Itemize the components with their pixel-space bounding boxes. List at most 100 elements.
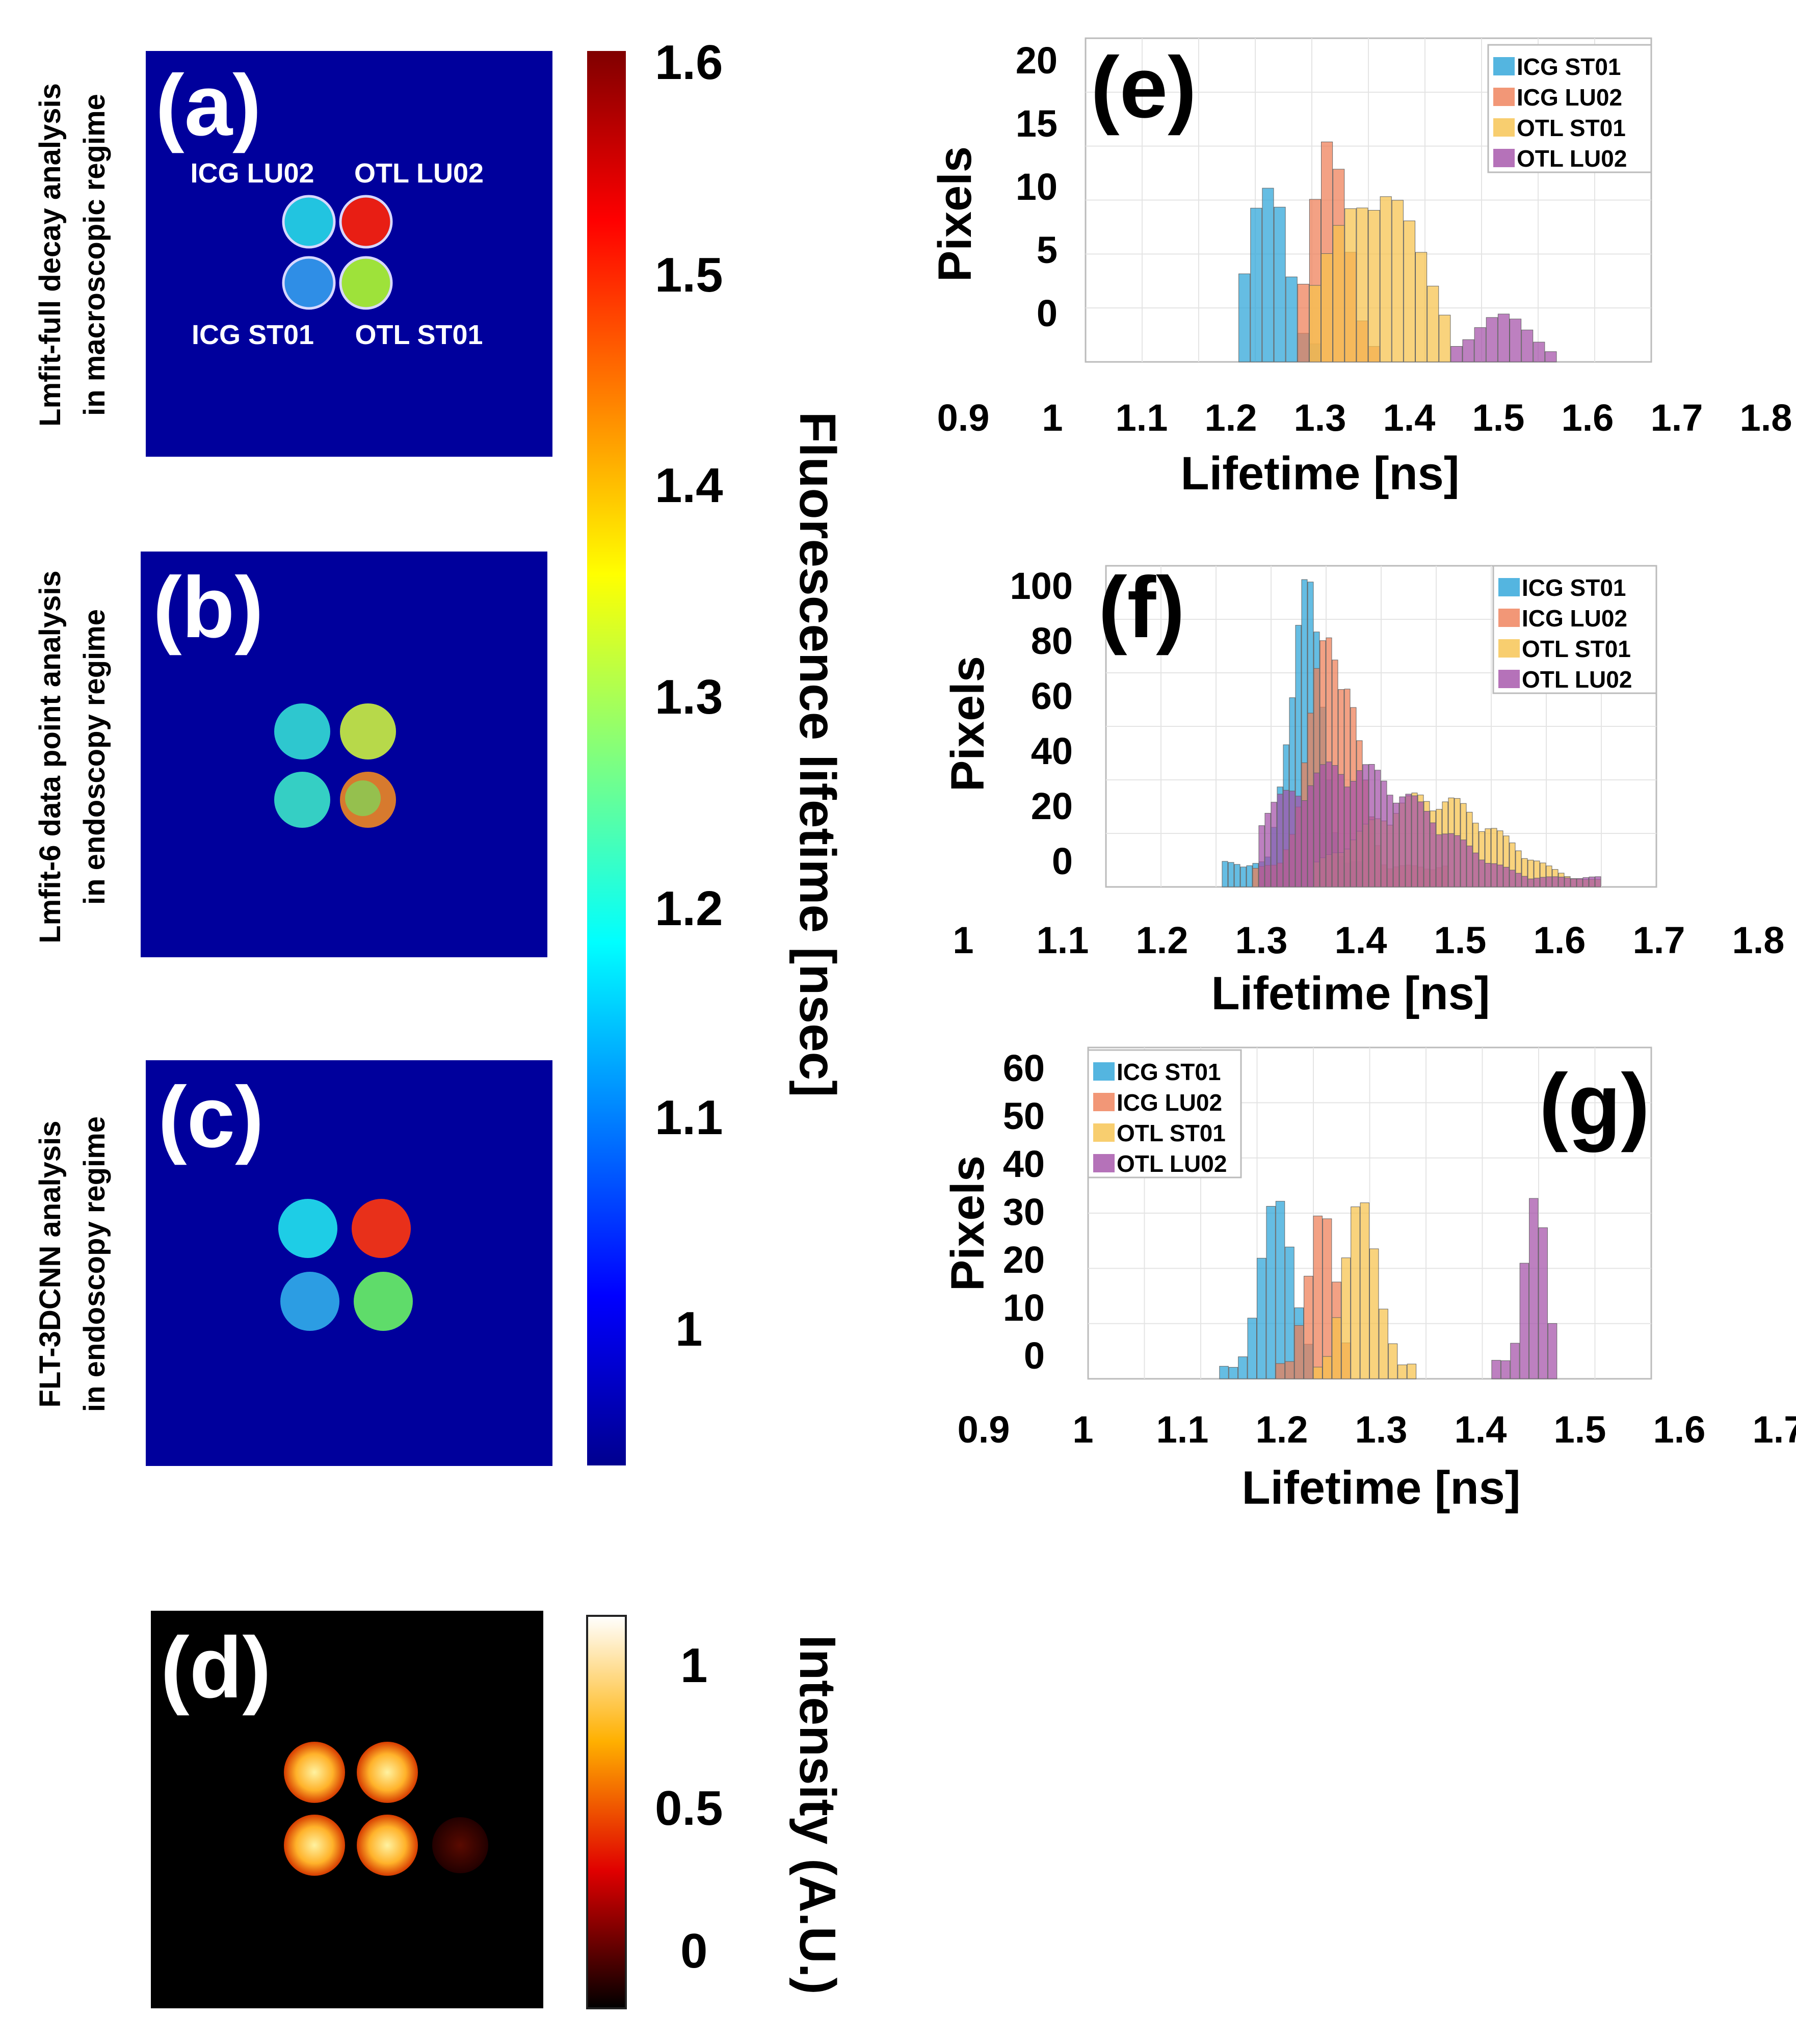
map-c-spot-4 [354,1272,413,1331]
legend-entry: ICG LU02 [1522,605,1627,632]
bar-otl-st01 [1322,1356,1332,1379]
y-tick-label: 5 [1037,229,1058,271]
legend-swatch [1498,670,1520,688]
map-c-spot-2 [352,1199,411,1258]
bar-otl-st01 [1351,1207,1360,1379]
bar-icg-st01 [1262,188,1274,362]
bar-otl-st01 [1407,1364,1417,1379]
y-tick-label: 20 [1016,39,1058,82]
bar-otl-lu02 [1405,794,1412,887]
y-tick-label: 80 [1031,620,1073,662]
legend-box [1492,565,1657,694]
map-c-side-title-1: FLT-3DCNN analysis [34,1121,67,1408]
y-axis-label: Pixels [942,656,994,792]
bar-otl-lu02 [1509,870,1516,887]
bar-otl-lu02 [1326,762,1332,887]
x-tick-label: 0.9 [937,397,990,439]
x-tick-label: 1.5 [1472,397,1525,439]
x-tick-label: 1.1 [1156,1408,1209,1451]
legend-entry: OTL ST01 [1522,636,1631,662]
intensity-spot-2 [357,1742,418,1803]
intensity-colorbar-gradient [586,1615,627,2009]
bar-otl-lu02 [1399,796,1406,887]
legend-entry: OTL ST01 [1517,115,1626,141]
x-tick-label: 1.4 [1383,397,1436,439]
legend-swatch [1498,609,1520,627]
map-a-spot-label-otl-st01: OTL ST01 [355,320,483,350]
bar-icg-lu02 [1322,1218,1332,1379]
map-a-spot-label-otl-lu02: OTL LU02 [354,158,484,189]
bar-otl-lu02 [1491,863,1497,887]
bar-otl-lu02 [1527,878,1534,887]
bar-otl-lu02 [1344,787,1351,887]
x-tick-label: 1.3 [1235,919,1288,961]
legend-swatch [1493,57,1515,75]
x-tick-label: 1.8 [1732,919,1785,961]
legend-swatch [1498,639,1520,658]
bar-otl-st01 [1360,1202,1369,1379]
y-tick-label: 0 [1037,292,1058,334]
x-tick-label: 1.6 [1653,1408,1706,1451]
lifetime-tick-1-6: 1.6 [655,35,723,90]
bar-otl-lu02 [1442,833,1448,887]
intensity-tick-0-5: 0.5 [655,1781,723,1836]
bar-icg-st01 [1274,206,1286,362]
legend-entry: ICG ST01 [1517,54,1621,80]
bar-otl-lu02 [1283,790,1289,887]
bar-icg-lu02 [1297,283,1309,362]
bar-otl-lu02 [1546,876,1552,887]
map-b-spot-2 [340,703,396,759]
lifetime-colorbar-gradient [587,51,626,1465]
bar-otl-st01 [1368,209,1380,362]
y-tick-label: 30 [1003,1191,1045,1233]
lifetime-tick-1-3: 1.3 [655,670,723,724]
intensity-tick-1: 1 [680,1638,707,1693]
x-tick-label: 1.3 [1294,397,1346,439]
legend-swatch [1493,149,1515,167]
map-b-side-title-2: in endoscopy regime [78,609,111,905]
legend-box [1487,44,1652,173]
lifetime-tick-1-1: 1.1 [655,1090,723,1145]
legend-entry: OTL LU02 [1117,1150,1227,1177]
bar-otl-lu02 [1448,833,1455,887]
bar-otl-lu02 [1545,351,1557,362]
map-a-background [146,51,552,457]
lifetime-map-a: Lmfit-full decay analysis in macroscopic… [34,51,552,457]
bar-otl-st01 [1391,200,1404,362]
bar-otl-lu02 [1472,852,1479,887]
map-c-spot-3 [280,1272,339,1331]
intensity-spot-4 [357,1815,418,1876]
bar-otl-lu02 [1460,840,1467,887]
bar-otl-lu02 [1277,794,1283,887]
x-tick-label: 1.2 [1136,919,1188,961]
bar-icg-st01 [1234,864,1240,887]
bar-otl-st01 [1388,1343,1398,1379]
bar-icg-st01 [1228,1367,1238,1379]
y-tick-label: 15 [1016,102,1058,145]
y-axis-label: Pixels [942,1156,994,1291]
bar-otl-lu02 [1368,764,1375,887]
bar-otl-st01 [1332,1317,1341,1379]
x-tick-label: 1 [1072,1408,1093,1451]
panel-label: (g) [1539,1056,1650,1153]
x-tick-label: 1.4 [1335,919,1387,961]
bar-icg-st01 [1275,1201,1285,1379]
bar-otl-st01 [1439,315,1451,362]
y-tick-label: 0 [1024,1334,1045,1377]
bar-otl-lu02 [1332,765,1338,887]
bar-otl-lu02 [1375,770,1381,887]
x-tick-label: 1.5 [1554,1408,1606,1451]
y-tick-label: 100 [1010,565,1073,607]
histogram-g: 0.9 1 1.1 1.2 1.3 1.4 1.5 1.6 1.7 0 10 20 30 40 50 60 Li… [942,1046,1796,1514]
bar-otl-lu02 [1497,864,1503,887]
y-tick-label: 40 [1031,730,1073,772]
bar-otl-lu02 [1423,811,1430,887]
lifetime-tick-1-4: 1.4 [655,458,723,513]
intensity-map-panel-label: (d) [161,1619,271,1716]
map-c-spot-1 [278,1199,337,1258]
bar-otl-st01 [1415,252,1428,362]
bar-otl-lu02 [1497,313,1510,362]
map-b-spot-4-inner [345,780,381,816]
bar-otl-lu02 [1486,317,1498,362]
